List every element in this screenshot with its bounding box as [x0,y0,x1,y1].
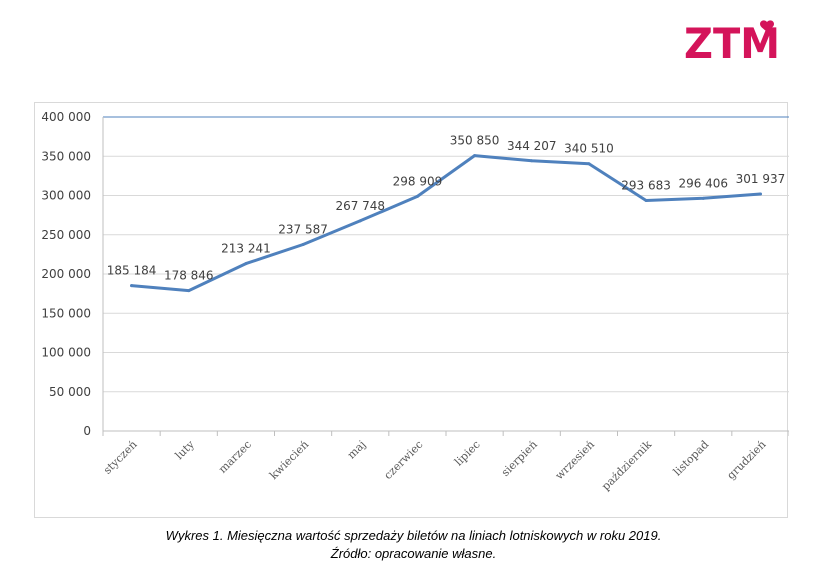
y-tick-label: 250 000 [41,228,91,242]
data-point [587,162,591,166]
y-tick-label: 150 000 [41,306,91,320]
data-label: 298 909 [393,174,443,188]
y-tick-label: 200 000 [41,267,91,281]
y-tick-label: 400 000 [41,110,91,124]
data-label: 237 587 [278,222,328,236]
data-point [130,284,134,288]
y-tick-label: 0 [83,424,91,438]
data-label: 213 241 [221,242,271,256]
y-tick-label: 350 000 [41,149,91,163]
x-tick-label: lipiec [452,438,483,469]
series-line [130,154,762,293]
caption-title: Wykres 1. Miesięczna wartość sprzedaży b… [165,528,662,543]
data-point [644,198,648,202]
line-chart: 0 50 000 100 000 150 000 200 000 250 000 300 0… [41,110,789,493]
x-tick-label: czerwiec [381,438,425,482]
x-tick-label: sierpień [499,438,540,479]
data-point [415,194,419,198]
caption-source: Źródło: opracowanie własne. [330,546,497,561]
ztm-logo: ZTM [684,19,780,62]
data-point [530,159,534,163]
x-tick-label: październik [599,438,654,493]
x-tick-label: wrzesień [553,438,597,482]
data-point [244,262,248,266]
data-label: 296 406 [678,176,728,190]
data-point [758,192,762,196]
data-point [187,289,191,293]
chart-frame: 0 50 000 100 000 150 000 200 000 250 000 300 0… [34,102,789,518]
data-label: 267 748 [335,199,385,213]
data-label: 178 846 [164,269,214,283]
y-tick-label: 300 000 [41,189,91,203]
x-tick-label: luty [173,437,198,462]
y-tick-label: 50 000 [49,385,91,399]
data-label: 185 184 [107,264,157,278]
data-point [301,242,305,246]
data-label: 350 850 [450,134,500,148]
x-tick-label: grudzień [724,438,768,482]
data-label: 344 207 [507,139,557,153]
data-point [473,154,477,158]
data-point [701,196,705,200]
data-label: 340 510 [564,142,614,156]
data-point [358,219,362,223]
x-tick-label: kwiecień [267,438,311,482]
heart-icon [760,20,774,32]
data-label: 301 937 [736,172,786,186]
y-tick-label: 100 000 [41,346,91,360]
x-tick-label: styczeń [101,438,140,477]
x-tick-label: listopad [671,438,712,479]
x-tick-label: maj [345,438,369,462]
figure-caption: Wykres 1. Miesięczna wartość sprzedaży b… [0,527,827,563]
data-label: 293 683 [621,178,671,192]
x-tick-label: marzec [216,438,254,476]
